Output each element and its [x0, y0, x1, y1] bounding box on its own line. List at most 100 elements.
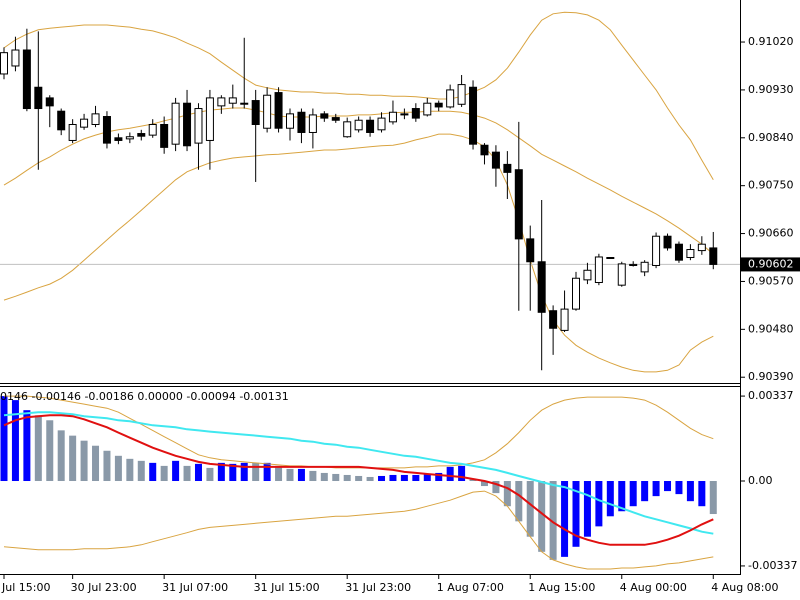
histogram-bar: [23, 410, 31, 482]
histogram-bar: [229, 463, 237, 482]
histogram-bar: [355, 475, 363, 482]
candle-body: [549, 310, 558, 329]
histogram-bar: [652, 481, 660, 497]
histogram-bar: [561, 481, 569, 557]
candle-body: [354, 119, 363, 131]
bollinger-upper: [3, 11, 714, 181]
candle-body: [205, 97, 214, 141]
histogram-bar: [389, 474, 397, 482]
histogram-bar: [446, 466, 454, 482]
histogram-bar: [0, 396, 8, 482]
indicator-line: [3, 414, 714, 546]
candle-body: [228, 97, 237, 104]
histogram-bar: [583, 481, 591, 537]
histogram-bar: [698, 481, 706, 507]
indicator-band-lower: [3, 490, 714, 570]
candle-body: [343, 121, 352, 138]
x-tick-label: 1 Aug 07:00: [437, 581, 504, 594]
y-tick-label: 0.90480: [748, 322, 794, 335]
histogram-bar: [641, 481, 649, 502]
x-tick-label: 31 Jul 23:00: [345, 581, 411, 594]
y-tick-label: -0.00337: [748, 559, 797, 572]
y-tick-label: 0.90840: [748, 131, 794, 144]
current-price-box: [741, 257, 800, 272]
histogram-bar: [618, 481, 626, 512]
bollinger-middle: [3, 107, 714, 255]
histogram-bar: [549, 481, 557, 560]
histogram-bar: [458, 465, 466, 482]
candle-body: [366, 119, 375, 133]
candle-body: [537, 261, 546, 313]
candle-body: [652, 235, 661, 266]
candle-body: [80, 118, 89, 128]
candle-body: [0, 52, 8, 75]
histogram-bar: [664, 481, 672, 492]
candle-body: [148, 123, 157, 136]
candle-body: [57, 110, 66, 131]
histogram-bar: [629, 481, 637, 507]
candle-body: [160, 123, 169, 148]
candle-body: [125, 136, 134, 140]
candle-body: [240, 102, 249, 105]
indicator-plot: 0146 -0.00146 -0.00186 0.00000 -0.00094 …: [0, 390, 717, 570]
candle-body: [102, 116, 111, 144]
candle-body: [491, 151, 500, 169]
histogram-bar: [686, 481, 694, 502]
candle-body: [400, 113, 409, 116]
candle-body: [457, 84, 466, 105]
y-tick-label: 0.90930: [748, 83, 794, 96]
bollinger-lower: [3, 133, 714, 373]
candle-body: [22, 49, 31, 110]
histogram-bar: [435, 472, 443, 482]
candle-body: [514, 169, 523, 240]
histogram-bar: [332, 473, 340, 482]
candle-body: [686, 249, 695, 259]
candle-body: [446, 89, 455, 108]
histogram-bar: [675, 481, 683, 495]
y-tick-label: 0.00: [748, 474, 773, 487]
candle-body: [411, 108, 420, 119]
histogram-bar: [137, 460, 145, 482]
y-tick-label: 0.00337: [748, 389, 794, 402]
histogram-bar: [11, 400, 19, 482]
x-tick-label: Jul 15:00: [1, 581, 50, 594]
candle-body: [674, 243, 683, 261]
histogram-bar: [80, 440, 88, 482]
candle-body: [526, 238, 535, 263]
candle-body: [45, 97, 54, 107]
histogram-bar: [34, 415, 42, 482]
histogram-bar: [92, 445, 100, 482]
histogram-bar: [297, 468, 305, 482]
histogram-bar: [572, 481, 580, 547]
candle-body: [34, 86, 43, 110]
candle-body: [709, 247, 718, 265]
indicator-header: 0146 -0.00146 -0.00186 0.00000 -0.00094 …: [0, 390, 289, 403]
candle-body: [194, 108, 203, 144]
candle-body: [560, 308, 569, 331]
current-price-label: 0.90602: [748, 257, 794, 270]
indicator-line: [3, 411, 714, 535]
x-tick-label: 4 Aug 00:00: [620, 581, 687, 594]
histogram-bar: [172, 460, 180, 482]
histogram-bar: [503, 481, 511, 507]
histogram-bar: [366, 476, 374, 482]
histogram-bar: [263, 462, 271, 482]
histogram-bar: [343, 474, 351, 482]
main-plot: [0, 11, 740, 373]
candle-body: [388, 111, 397, 123]
candle-body: [594, 256, 603, 284]
candle-body: [640, 261, 649, 273]
histogram-bar: [412, 474, 420, 482]
candle-body: [697, 243, 706, 252]
y-tick-label: 0.90660: [748, 227, 794, 240]
x-tick-label: 31 Jul 15:00: [254, 581, 320, 594]
candle-body: [423, 102, 432, 116]
histogram-bar: [57, 430, 65, 482]
histogram-bar: [526, 481, 534, 537]
histogram-bar: [400, 474, 408, 482]
candle-body: [629, 263, 638, 266]
candle-body: [263, 94, 272, 129]
x-tick-label: 4 Aug 08:00: [711, 581, 778, 594]
